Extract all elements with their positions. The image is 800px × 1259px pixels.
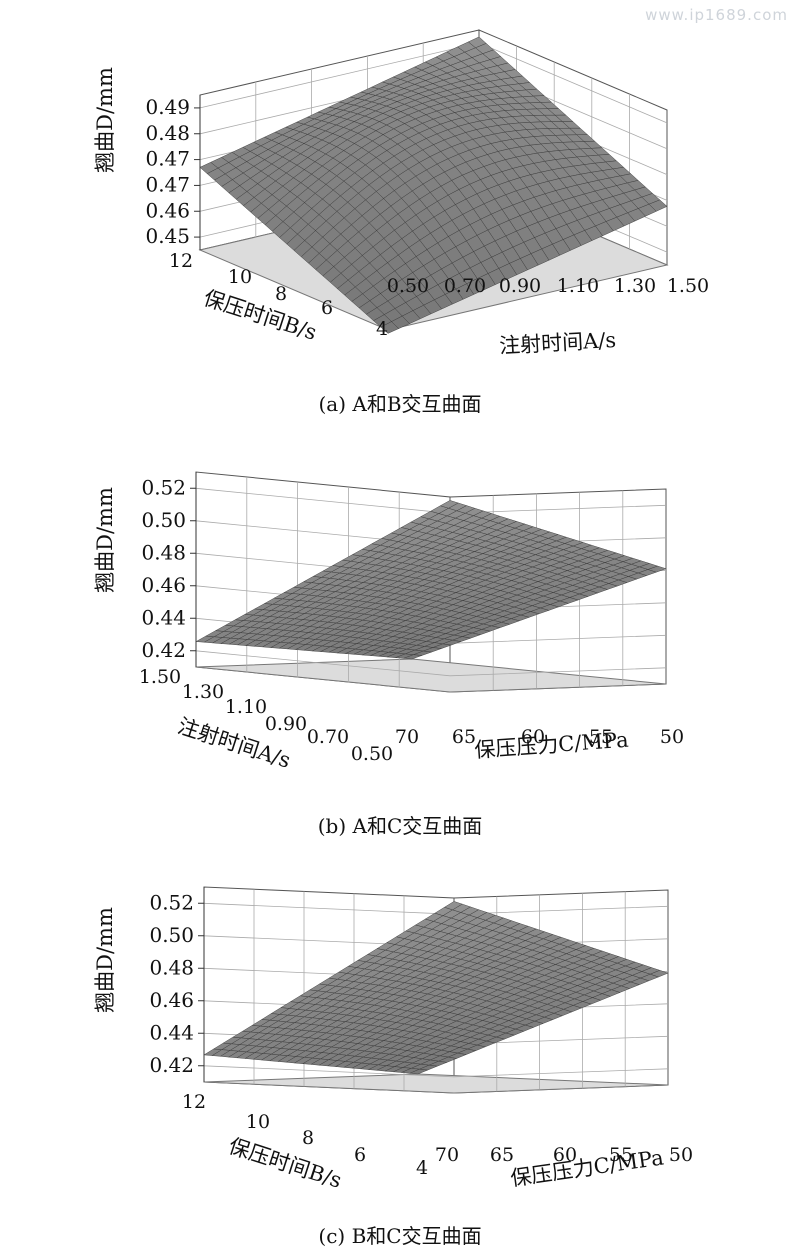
z-tick-label: 0.47 [145, 172, 190, 196]
right-axis-tick-label: 0.50 [387, 275, 429, 297]
left-axis-tick-label: 0.90 [265, 713, 307, 735]
z-tick-label: 0.42 [141, 638, 186, 662]
right-axis-tick-label: 55 [589, 726, 613, 748]
z-tick-label: 0.50 [149, 923, 194, 947]
z-axis-label: 翘曲D/mm [93, 487, 117, 593]
surface-mesh [199, 36, 668, 334]
right-axis-tick-label: 0.90 [499, 275, 541, 297]
z-tick-label: 0.50 [141, 508, 186, 532]
caption-b: (b) A和C交互曲面 [317, 814, 483, 838]
watermark: www.ip1689.com [645, 6, 788, 24]
z-tick-label: 0.52 [141, 475, 186, 499]
chart-panel-c: 0.42 0.44 0.46 0.48 0.50 0.52 翘曲D/mm 70 65 60 55 50… [0, 845, 800, 1259]
left-axis-tick-label: 0.70 [307, 726, 349, 748]
right-axis-tick-label: 60 [521, 726, 545, 748]
caption-c: (c) B和C交互曲面 [318, 1224, 482, 1248]
z-tick-label: 0.52 [149, 890, 194, 914]
floor-plane [195, 658, 667, 693]
z-axis-label: 翘曲D/mm [93, 67, 117, 173]
wall-gridline [195, 650, 667, 677]
surface-chart-b: 0.42 0.44 0.46 0.48 0.50 0.52 翘曲D/mm 70 65 60 55 50… [93, 471, 684, 773]
left-axis-tick-label: 10 [246, 1111, 270, 1133]
right-axis-label: 注射时间A/s [499, 328, 617, 358]
left-axis-label: 保压时间B/s [201, 286, 320, 345]
right-axis-tick-label: 50 [660, 726, 684, 748]
left-axis-tick-label: 8 [275, 283, 287, 305]
z-tick-label: 0.42 [149, 1053, 194, 1077]
right-axis-tick-label: 0.70 [444, 275, 486, 297]
chart-panel-a: 0.45 0.46 0.47 0.47 0.48 0.49 翘曲D/mm 0.50 0.70 0.… [0, 0, 800, 425]
left-axis-tick-label: 1.50 [139, 666, 181, 688]
z-tick-label: 0.47 [145, 147, 190, 171]
z-tick-label: 0.44 [149, 1020, 194, 1044]
chart-panel-b: 0.42 0.44 0.46 0.48 0.50 0.52 翘曲D/mm 70 65 60 55 50… [0, 425, 800, 845]
z-tick-label: 0.48 [141, 540, 186, 564]
left-axis-tick-label: 8 [302, 1127, 314, 1149]
left-axis-tick-label: 0.50 [351, 743, 393, 765]
z-tick-label: 0.46 [145, 198, 190, 222]
left-axis-label: 保压时间B/s [226, 1134, 345, 1193]
right-axis-tick-label: 50 [669, 1144, 693, 1166]
wall-gridline [203, 1065, 669, 1078]
right-axis-label: 保压压力C/MPa [474, 728, 630, 763]
left-axis-tick-label: 1.30 [182, 681, 224, 703]
left-axis-tick-label: 6 [354, 1144, 366, 1166]
right-axis-tick-label: 70 [435, 1144, 459, 1166]
right-axis-tick-label: 65 [490, 1144, 514, 1166]
z-tick-label: 0.44 [141, 605, 186, 629]
right-axis-tick-label: 55 [609, 1144, 633, 1166]
left-axis-tick-label: 6 [321, 297, 333, 319]
left-axis-tick-label: 4 [416, 1157, 428, 1179]
right-axis-tick-label: 1.30 [614, 275, 656, 297]
right-axis-label: 保压压力C/MPa [509, 1145, 665, 1190]
right-axis-tick-label: 1.10 [557, 275, 599, 297]
floor-plane [203, 1073, 669, 1094]
z-tick-label: 0.46 [149, 988, 194, 1012]
left-axis-tick-label: 12 [169, 250, 193, 272]
z-tick-label: 0.48 [145, 121, 190, 145]
surface-cell [380, 321, 400, 334]
z-tick-label: 0.45 [145, 224, 190, 248]
left-axis-tick-label: 1.10 [225, 696, 267, 718]
right-axis-tick-label: 1.50 [667, 275, 709, 297]
caption-a: (a) A和B交互曲面 [318, 392, 482, 416]
left-axis-tick-label: 12 [182, 1091, 206, 1113]
right-axis-tick-label: 65 [452, 726, 476, 748]
surface-mesh [195, 500, 667, 660]
z-tick-label: 0.49 [145, 95, 190, 119]
z-tick-label: 0.48 [149, 955, 194, 979]
z-tick-label: 0.46 [141, 573, 186, 597]
right-axis-tick-label: 60 [553, 1144, 577, 1166]
surface-cell [409, 1068, 428, 1075]
right-axis-tick-label: 70 [395, 726, 419, 748]
surface-cell [403, 654, 422, 660]
left-axis-tick-label: 10 [228, 266, 252, 288]
surface-mesh [203, 901, 669, 1075]
z-axis-label: 翘曲D/mm [93, 907, 117, 1013]
surface-chart-c: 0.42 0.44 0.46 0.48 0.50 0.52 翘曲D/mm 70 65 60 55 50… [93, 886, 693, 1193]
left-axis-tick-label: 4 [376, 318, 388, 340]
